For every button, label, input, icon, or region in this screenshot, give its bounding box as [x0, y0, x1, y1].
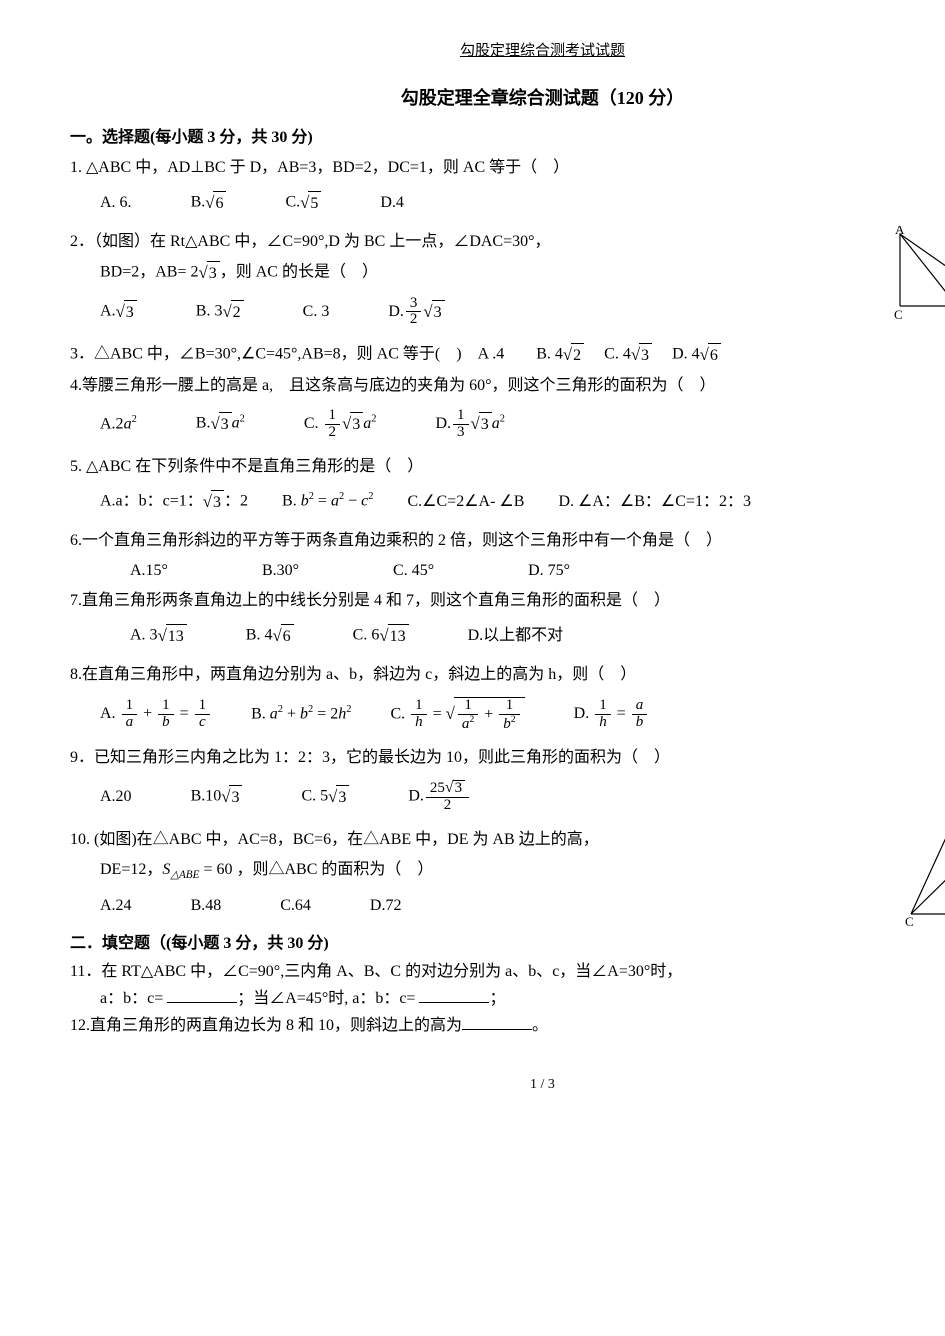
question-10-line1: 10. (如图)在△ABC 中，AC=8，BC=6，在△ABE 中，DE 为 A… — [70, 828, 945, 852]
question-9: 9．已知三角形三内角之比为 1：2：3，它的最长边为 10，则此三角形的面积为（… — [70, 746, 945, 770]
section-1-heading: 一。选择题(每小题 3 分，共 30 分) — [70, 126, 945, 150]
svg-text:C: C — [905, 914, 914, 928]
blank-input[interactable] — [419, 986, 489, 1003]
question-12: 12.直角三角形的两直角边长为 8 和 10，则斜边上的高为。 — [70, 1013, 945, 1038]
question-2-block: A C D B 2．（如图）在 Rt△ABC 中，∠C=90°,D 为 BC 上… — [70, 230, 945, 329]
q6-opt-c: C. 45° — [393, 559, 434, 583]
q5-opt-a: A.a：b：c=1：3：2 — [100, 489, 248, 515]
section-2-heading: 二．填空题（(每小题 3 分，共 30 分) — [70, 932, 945, 956]
question-2-line2: BD=2，AB= 23，则 AC 的长是（ ） — [70, 260, 945, 286]
q1-opt-a: A. 6. — [100, 191, 132, 215]
question-7-options: A. 313 B. 46 C. 613 D.以上都不对 — [70, 623, 945, 649]
q7-opt-c: C. 613 — [353, 623, 409, 649]
q8-opt-b: B. a2 + b2 = 2h2 — [251, 702, 351, 726]
q6-opt-b: B.30° — [262, 559, 299, 583]
question-8-options: A. 1a + 1b = 1c B. a2 + b2 = 2h2 C. 1h =… — [70, 697, 945, 733]
question-11-line1: 11．在 RT△ABC 中，∠C=90°,三内角 A、B、C 的对边分别为 a、… — [70, 960, 945, 984]
q10-opt-d: D.72 — [370, 894, 402, 918]
question-6-options: A.15° B.30° C. 45° D. 75° — [70, 559, 945, 583]
q4-opt-c: C. 123a2 — [304, 408, 377, 441]
q5-opt-b: B. b2 = a2 − c2 — [282, 489, 373, 513]
q8-opt-c: C. 1h = 1a2 + 1b2 — [390, 697, 524, 733]
running-header: 勾股定理综合测考试试题 — [70, 40, 945, 63]
figure-q10: A E D C B — [895, 808, 945, 928]
question-2-options: A.3 B. 32 C. 3 D.323 — [70, 296, 945, 329]
question-1-options: A. 6. B.6 C.5 D.4 — [70, 190, 945, 216]
question-3: 3．△ABC 中，∠B=30°,∠C=45°,AB=8，则 AC 等于( ) A… — [70, 342, 945, 368]
q8-opt-d: D. 1h = ab — [574, 698, 650, 731]
question-5: 5. △ABC 在下列条件中不是直角三角形的是（ ） — [70, 455, 945, 479]
q1-opt-b: B.6 — [191, 190, 227, 216]
q6-opt-d: D. 75° — [528, 559, 570, 583]
question-1: 1. △ABC 中，AD⊥BC 于 D，AB=3，BD=2，DC=1，则 AC … — [70, 156, 945, 180]
q2-opt-a: A.3 — [100, 299, 137, 325]
q6-opt-a: A.15° — [130, 559, 168, 583]
q9-opt-c: C. 53 — [301, 784, 349, 810]
q7-opt-d: D.以上都不对 — [468, 624, 564, 648]
question-4-options: A.2a2 B.3a2 C. 123a2 D.133a2 — [70, 408, 945, 441]
q7-opt-a: A. 313 — [130, 623, 187, 649]
q2-opt-d: D.323 — [388, 296, 444, 329]
question-4: 4.等腰三角形一腰上的高是 a, 且这条高与底边的夹角为 60°，则这个三角形的… — [70, 374, 945, 398]
svg-text:A: A — [895, 226, 905, 237]
question-7: 7.直角三角形两条直角边上的中线长分别是 4 和 7，则这个直角三角形的面积是（… — [70, 589, 945, 613]
question-8: 8.在直角三角形中，两直角边分别为 a、b，斜边为 c，斜边上的高为 h，则（ … — [70, 663, 945, 687]
question-10-block: A E D C B 10. (如图)在△ABC 中，AC=8，BC=6，在△AB… — [70, 828, 945, 918]
q5-opt-d: D. ∠A：∠B：∠C=1：2：3 — [558, 490, 751, 514]
q4-opt-d: D.133a2 — [435, 408, 504, 441]
q1-opt-d: D.4 — [380, 191, 404, 215]
q4-opt-b: B.3a2 — [196, 411, 245, 437]
svg-text:C: C — [894, 307, 903, 321]
page-title: 勾股定理全章综合测试题（120 分） — [70, 85, 945, 112]
q10-opt-a: A.24 — [100, 894, 132, 918]
figure-q2: A C D B — [885, 226, 945, 321]
q2-opt-b: B. 32 — [196, 299, 244, 325]
q4-opt-a: A.2a2 — [100, 412, 137, 436]
q9-opt-a: A.20 — [100, 785, 132, 809]
page-number: 1 / 3 — [70, 1074, 945, 1095]
q7-opt-b: B. 46 — [246, 623, 294, 649]
q9-opt-d: D.2532 — [408, 780, 471, 814]
blank-input[interactable] — [462, 1013, 532, 1030]
question-9-options: A.20 B.103 C. 53 D.2532 — [70, 780, 945, 814]
question-5-options: A.a：b：c=1：3：2 B. b2 = a2 − c2 C.∠C=2∠A- … — [70, 489, 945, 515]
question-2-line1: 2．（如图）在 Rt△ABC 中，∠C=90°,D 为 BC 上一点，∠DAC=… — [70, 230, 945, 254]
q5-opt-c: C.∠C=2∠A- ∠B — [407, 490, 524, 514]
q9-opt-b: B.103 — [191, 784, 243, 810]
q2-opt-c: C. 3 — [303, 300, 330, 324]
question-11-line2: a：b：c= ；当∠A=45°时, a：b：c= ； — [70, 986, 945, 1011]
q10-opt-c: C.64 — [280, 894, 311, 918]
blank-input[interactable] — [167, 986, 237, 1003]
question-10-options: A.24 B.48 C.64 D.72 — [70, 894, 945, 918]
q8-opt-a: A. 1a + 1b = 1c — [100, 698, 212, 731]
question-6: 6.一个直角三角形斜边的平方等于两条直角边乘积的 2 倍，则这个三角形中有一个角… — [70, 529, 945, 553]
q10-opt-b: B.48 — [191, 894, 222, 918]
q1-opt-c: C.5 — [285, 190, 321, 216]
question-10-line2: DE=12，S△ABE = 60 ，则△ABC 的面积为（ ） — [70, 858, 945, 884]
